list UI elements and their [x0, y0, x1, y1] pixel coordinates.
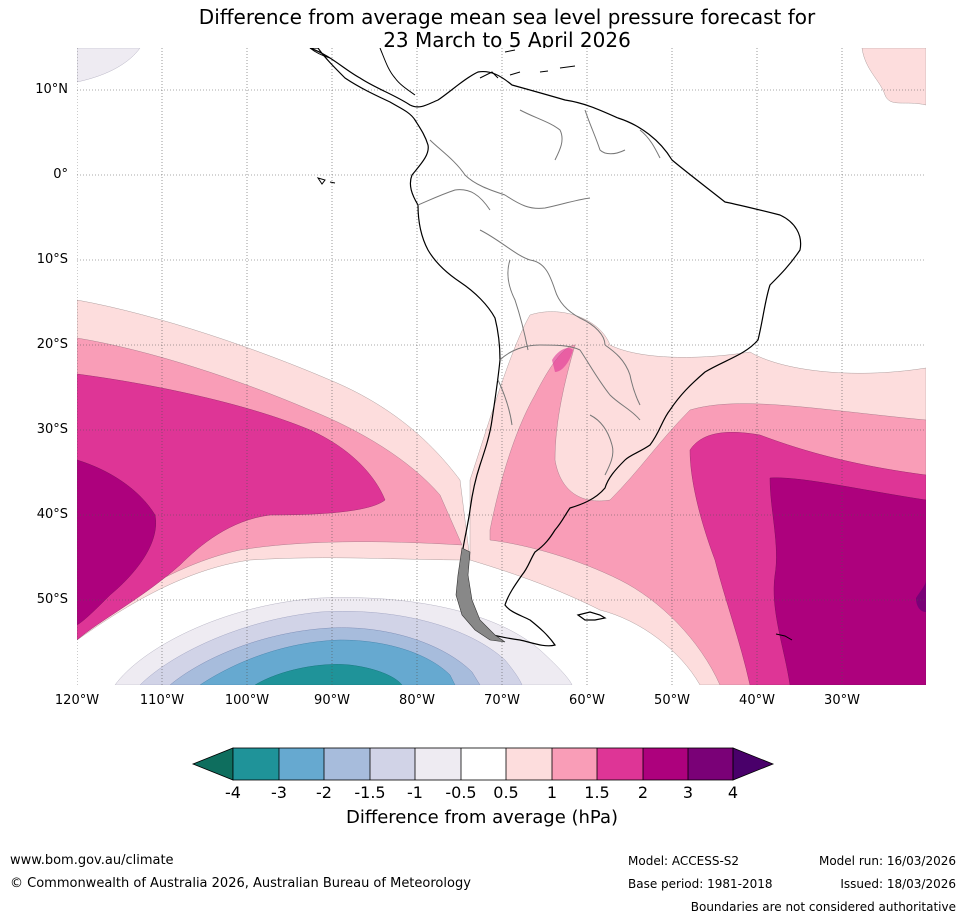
colorbar-label: -4 [225, 783, 241, 802]
colorbar-swatch-4 [370, 748, 415, 780]
lat-label-40S: 40°S [36, 507, 68, 522]
colorbar-label: -2 [316, 783, 332, 802]
colorbar-swatch-9 [597, 748, 643, 780]
footer-copyright: © Commonwealth of Australia 2026, Austra… [10, 876, 471, 891]
colorbar-swatch-3 [324, 748, 370, 780]
footer-disclaimer: Boundaries are not considered authoritat… [690, 900, 956, 914]
colorbar-swatch-1 [233, 748, 279, 780]
anomaly-band-neg0.5-northwest [77, 48, 141, 83]
colorbar-swatch-2 [279, 748, 324, 780]
lat-label-10N: 10°N [35, 82, 68, 97]
colorbar-label: 2 [637, 783, 649, 802]
lat-label-0: 0° [53, 167, 68, 182]
colorbar-label: 4 [727, 783, 739, 802]
anomaly-band-1.5-2-west [77, 373, 386, 641]
colorbar-swatch-11 [688, 748, 733, 780]
anomaly-band-2-3-west [77, 459, 157, 626]
footer-model-run: Model run: 16/03/2026 [818, 854, 956, 868]
colorbar-label: 0.5 [493, 783, 519, 802]
footer-base-period: Base period: 1981-2018 [628, 877, 773, 891]
south-georgia [775, 633, 793, 641]
colorbar-swatch-10 [643, 748, 688, 780]
anomaly-band-0.5-1-northeast [861, 48, 926, 106]
pressure-anomaly-field [77, 48, 926, 685]
colorbar-swatch-7 [506, 748, 552, 780]
footer-issued: Issued: 18/03/2026 [840, 877, 956, 891]
colorbar-label: 1.5 [584, 783, 610, 802]
lon-label-40W: 40°W [739, 693, 775, 708]
lon-label-100W: 100°W [224, 693, 270, 708]
graticule [77, 48, 926, 685]
colorbar-label: -0.5 [445, 783, 477, 802]
footer-model: Model: ACCESS-S2 [628, 854, 740, 868]
anomaly-band-3-4-east [916, 580, 926, 612]
anomaly-band-neg2-neg3 [199, 639, 456, 685]
colorbar-label: -1 [407, 783, 423, 802]
lon-label-80W: 80°W [399, 693, 435, 708]
lon-label-90W: 90°W [314, 693, 350, 708]
anomaly-band-neg3-neg4 [254, 664, 403, 685]
colorbar-extend-high [732, 747, 775, 781]
lat-label-20S: 20°S [36, 337, 68, 352]
colorbar [191, 747, 775, 781]
colorbar-label: 3 [682, 783, 694, 802]
colorbar-label: -1.5 [354, 783, 386, 802]
lon-label-50W: 50°W [654, 693, 690, 708]
lon-label-70W: 70°W [484, 693, 520, 708]
south-america-coastline [309, 48, 802, 647]
anomaly-band-2-3-east [769, 477, 926, 685]
lon-label-120W: 120°W [54, 693, 100, 708]
lon-label-60W: 60°W [569, 693, 605, 708]
country-borders [417, 109, 661, 476]
anomaly-band-small-pink-bolivia [552, 348, 573, 372]
lon-label-110W: 110°W [139, 693, 185, 708]
lon-label-30W: 30°W [824, 693, 860, 708]
chilean-fjords [455, 547, 506, 643]
lat-label-10S: 10°S [36, 252, 68, 267]
colorbar-swatch-8 [552, 748, 597, 780]
footer-website: www.bom.gov.au/climate [10, 853, 174, 868]
colorbar-extend-low [191, 747, 234, 781]
caribbean-islands [479, 49, 576, 79]
falkland-islands [576, 611, 607, 621]
colorbar-swatch-6 [461, 748, 506, 780]
lat-label-50S: 50°S [36, 592, 68, 607]
map-title-line1: Difference from average mean sea level p… [198, 5, 816, 29]
lat-label-30S: 30°S [36, 422, 68, 437]
colorbar-title: Difference from average (hPa) [345, 807, 619, 828]
colorbar-swatch-5 [415, 748, 461, 780]
galapagos [316, 177, 336, 185]
colorbar-label: 1 [546, 783, 558, 802]
central-america-coast [309, 48, 416, 96]
colorbar-label: -3 [271, 783, 287, 802]
